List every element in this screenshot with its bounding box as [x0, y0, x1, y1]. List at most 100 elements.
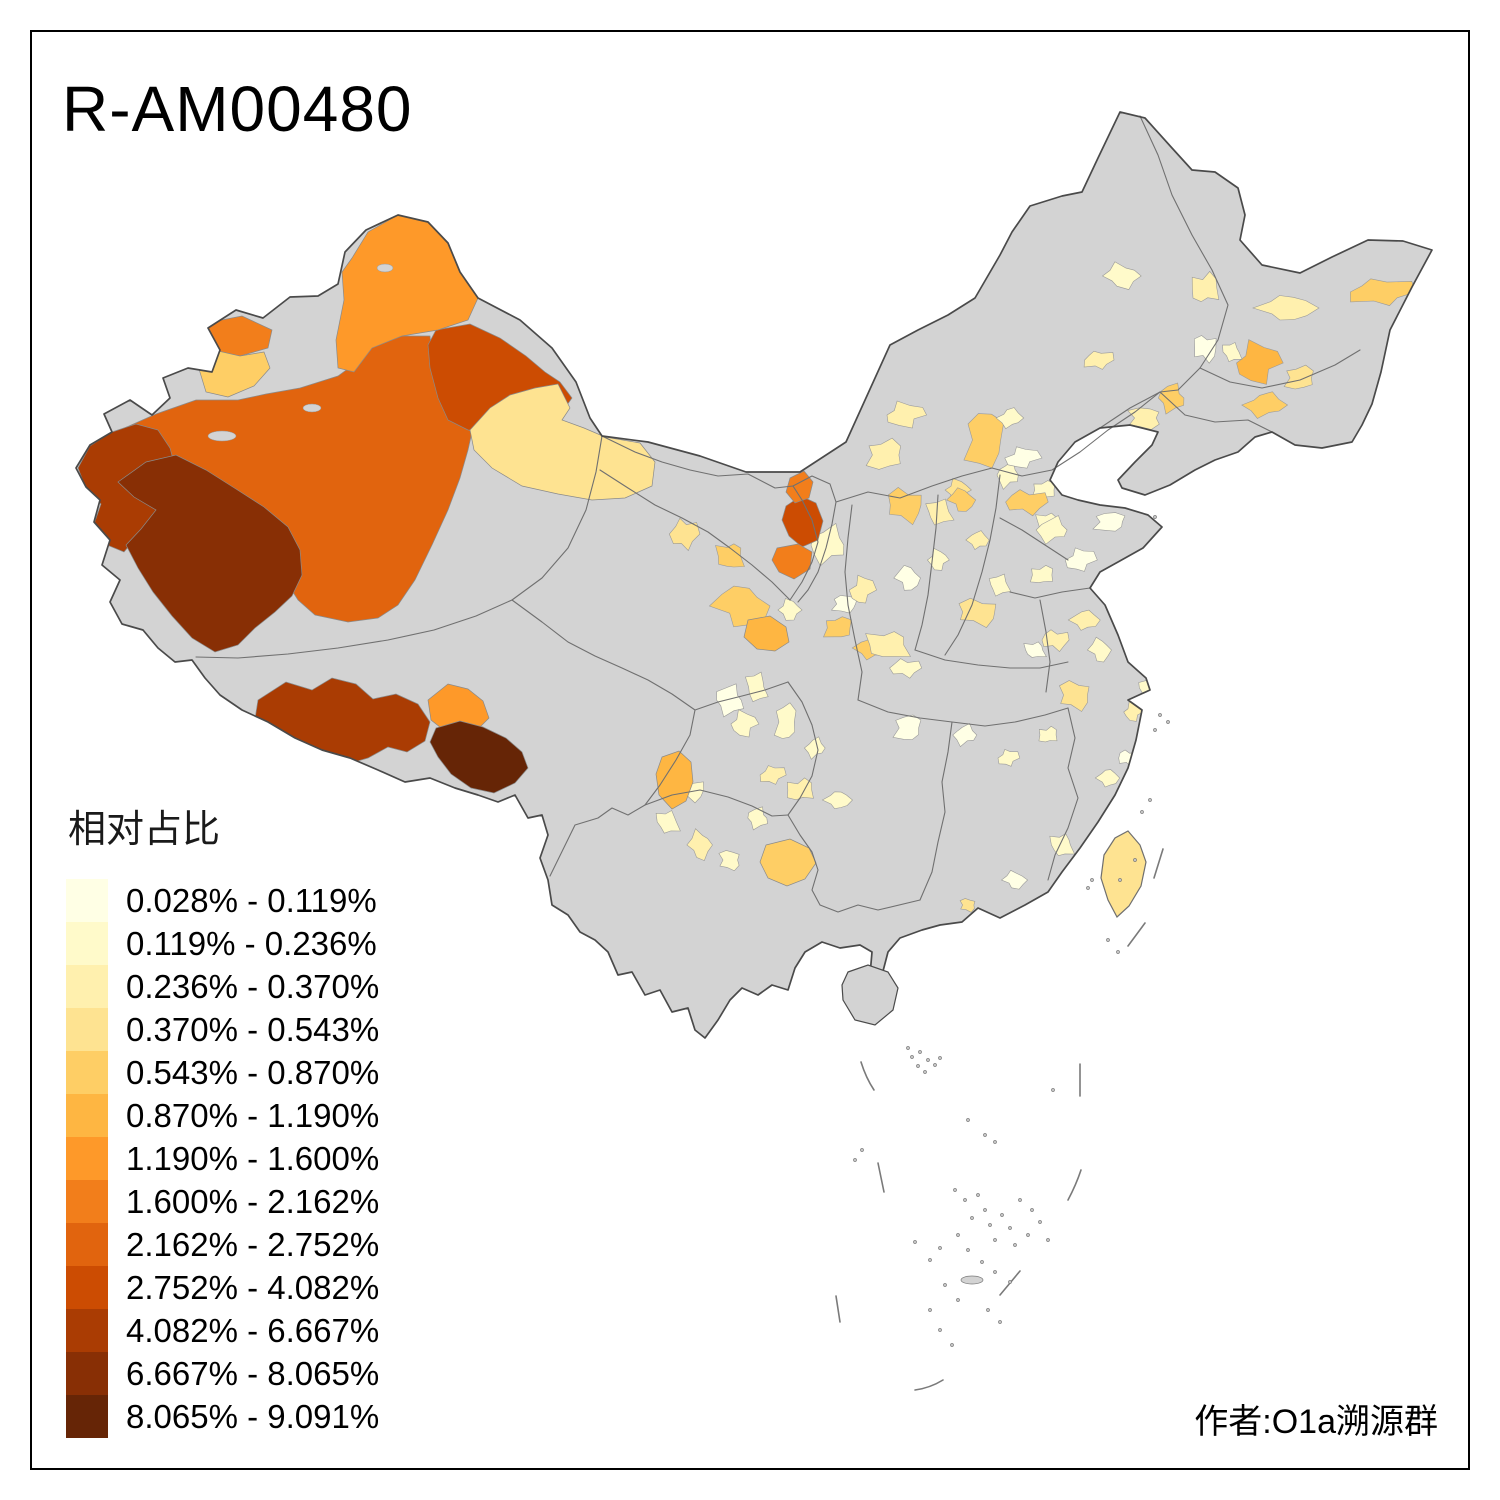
- prefecture-blob: [946, 487, 977, 512]
- legend-label: 2.752% - 4.082%: [126, 1268, 380, 1306]
- region-taiwan: [1100, 830, 1147, 918]
- legend-swatch: [66, 1223, 108, 1266]
- island-dot: [983, 1133, 987, 1137]
- prefecture-blob: [1252, 295, 1320, 321]
- prefecture-blob: [1005, 489, 1049, 517]
- legend-title: 相对占比: [68, 809, 221, 851]
- sea-boundary-dash: [1067, 1169, 1082, 1201]
- region-dali: [655, 750, 694, 810]
- province-border: [644, 789, 789, 817]
- province-border: [792, 475, 837, 603]
- sea-boundary-dash: [914, 1379, 944, 1391]
- prefecture-blob: [718, 850, 740, 872]
- region-lhasa: [427, 683, 490, 732]
- province-border: [919, 721, 953, 901]
- legend-row: 1.600% - 2.162%: [66, 1180, 379, 1223]
- legend-label: 4.082% - 6.667%: [126, 1311, 380, 1349]
- legend-row: 2.162% - 2.752%: [66, 1223, 379, 1266]
- lake: [207, 430, 237, 442]
- attribution: 作者:O1a溯源群: [1194, 1403, 1438, 1441]
- island-dot: [993, 1238, 997, 1242]
- province-border: [599, 469, 791, 601]
- sea-boundary-dash: [1127, 922, 1146, 947]
- prefecture-blob: [1067, 609, 1101, 631]
- island-dot: [1038, 1220, 1042, 1224]
- legend-row: 0.543% - 0.870%: [66, 1051, 379, 1094]
- prefecture-blob: [889, 658, 923, 679]
- island-dot: [976, 1193, 980, 1197]
- legend-label: 6.667% - 8.065%: [126, 1354, 380, 1392]
- prefecture-blob: [1349, 278, 1416, 306]
- legend-label: 1.190% - 1.600%: [126, 1139, 380, 1177]
- prefecture-blob: [759, 765, 787, 785]
- legend-label: 0.119% - 0.236%: [126, 924, 377, 962]
- island-dot: [986, 1308, 990, 1312]
- prefecture-blob: [1083, 350, 1115, 370]
- province-border: [857, 699, 1069, 727]
- prefecture-blob: [1049, 833, 1076, 857]
- prefecture-blob: [1086, 636, 1112, 663]
- island-dot: [983, 1208, 987, 1212]
- province-border: [1099, 391, 1161, 429]
- island-dot: [938, 1246, 942, 1250]
- sea-boundary-dash: [1153, 848, 1164, 879]
- island-dot: [918, 1050, 922, 1054]
- sea-boundary-dash: [877, 1162, 885, 1193]
- legend-swatch: [66, 1309, 108, 1352]
- legend-row: 0.028% - 0.119%: [66, 879, 379, 922]
- sea-boundary-dash: [860, 1061, 875, 1091]
- island-dot: [1153, 728, 1157, 732]
- prefecture-blob: [995, 407, 1025, 430]
- region-qianxinan: [759, 838, 817, 887]
- island-dot: [988, 1223, 992, 1227]
- legend-swatch: [66, 965, 108, 1008]
- province-border: [999, 517, 1069, 561]
- prefecture-blob: [997, 749, 1021, 767]
- region-wuzhong: [771, 543, 813, 580]
- region-hotan: [117, 454, 303, 653]
- prefecture-blob: [777, 598, 803, 621]
- island-dot: [1046, 1238, 1050, 1242]
- prefecture-blob: [925, 498, 955, 526]
- prefecture-blob: [686, 828, 713, 861]
- island-dot: [916, 1064, 920, 1068]
- island-dot: [953, 1188, 957, 1192]
- prefecture-blob: [1030, 565, 1053, 583]
- island-dot: [1018, 1198, 1022, 1202]
- prefecture-blob: [958, 597, 997, 628]
- prefecture-blob: [1222, 342, 1243, 362]
- province-border: [1039, 599, 1051, 693]
- island-dot: [860, 1148, 864, 1152]
- prefecture-blob: [1101, 261, 1142, 290]
- legend-swatch: [66, 1094, 108, 1137]
- legend-swatch: [66, 1266, 108, 1309]
- legend-swatch: [66, 1008, 108, 1051]
- province-border: [1159, 391, 1273, 433]
- prefecture-blob: [988, 573, 1012, 597]
- region-gannan: [743, 615, 790, 652]
- island-dot: [998, 1320, 1002, 1324]
- island-dot: [923, 1070, 927, 1074]
- prefecture-blob: [1092, 512, 1126, 532]
- island-dot: [910, 1055, 914, 1059]
- legend-rows: 0.028% - 0.119% 0.119% - 0.236% 0.236% - 0…: [66, 879, 379, 1438]
- island-dot: [950, 1343, 954, 1347]
- province-border: [789, 485, 819, 601]
- legend-label: 0.236% - 0.370%: [126, 967, 380, 1005]
- island-dot: [1051, 1088, 1055, 1092]
- page-title: R-AM00480: [62, 73, 413, 145]
- island-dot: [963, 1198, 967, 1202]
- island-dot: [1008, 1280, 1012, 1284]
- province-border: [787, 681, 819, 816]
- legend-swatch: [66, 922, 108, 965]
- prefecture-blob: [1023, 641, 1047, 658]
- legend-label: 0.028% - 0.119%: [126, 881, 377, 919]
- island-dot: [966, 1118, 970, 1122]
- prefecture-blob: [1094, 769, 1121, 788]
- legend-row: 2.752% - 4.082%: [66, 1266, 379, 1309]
- legend-label: 1.600% - 2.162%: [126, 1182, 380, 1220]
- island-dot: [1140, 810, 1144, 814]
- prefecture-blob: [886, 400, 928, 429]
